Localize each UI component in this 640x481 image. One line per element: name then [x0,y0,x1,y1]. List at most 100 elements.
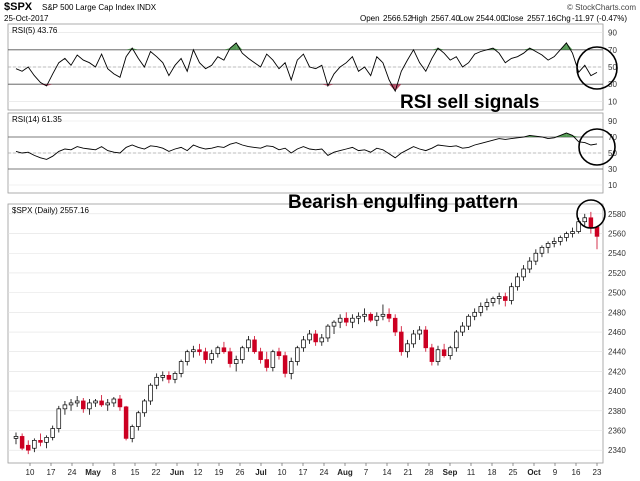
x-tick-label: 23 [593,468,602,477]
x-tick-label: 8 [112,468,117,477]
rsi14-tick-label: 90 [608,117,617,126]
candle-body [386,313,392,319]
candle-body [129,426,135,439]
candle-body [160,375,166,378]
candle-body [545,243,551,248]
candle-body [478,306,484,313]
quote-date: 25-Oct-2017 [4,14,49,23]
x-tick-label: 18 [488,468,497,477]
rsi5-overbought-area [431,48,438,50]
price-tick-label: 2340 [608,446,626,455]
candle-body [344,317,349,323]
high-label: High [411,14,427,23]
candle-body [93,400,98,404]
price-tick-label: 2560 [608,230,626,239]
candle-body [374,315,380,321]
x-tick-label: 19 [215,468,224,477]
candle-body [490,298,496,303]
candle-body [227,351,233,364]
x-tick-label: 17 [47,468,56,477]
rsi5-tick-label: 90 [608,29,617,38]
x-tick-label: 12 [194,468,203,477]
rsi14-signal-circle [578,128,616,166]
rsi14-line [15,132,598,160]
candle-body [203,351,208,360]
candle-body [551,241,557,244]
candle-body [582,217,588,223]
candle-body [44,437,49,443]
rsi5-overbought-area [223,48,231,50]
candle-body [13,436,19,439]
x-tick-label: 21 [404,468,413,477]
price-tick-label: 2580 [608,210,626,219]
stockcharts-watermark: © StockCharts.com [567,3,636,12]
price-tick-label: 2480 [608,308,626,317]
price-tick-label: 2380 [608,407,626,416]
x-tick-label: Jul [255,468,267,477]
candle-body [423,329,429,349]
price-tick-label: 2460 [608,328,626,337]
candle-body [221,347,227,353]
candle-body [380,313,386,317]
low-value: 2544.00 [476,14,505,23]
candle-body [527,260,532,270]
rsi5-oversold-area [46,84,53,86]
candle-body [301,339,306,349]
candle-body [429,347,435,362]
candle-body [117,398,123,408]
price-tick-label: 2440 [608,348,626,357]
x-tick-label: 16 [572,468,581,477]
candle-body [539,246,545,254]
candle-body [25,444,31,451]
rsi5-oversold-area [327,84,335,86]
candle-body [515,276,520,288]
candle-body [570,231,575,234]
candle-body [319,337,325,343]
candle-body [50,428,55,438]
x-tick-label: 11 [467,468,476,477]
candle-body [331,321,337,327]
candle-body [484,302,490,307]
candle-body [142,400,147,414]
candle-body [362,313,367,317]
candle-body [172,373,178,380]
price-tick-label: 2500 [608,289,626,298]
x-tick-label: 10 [26,468,35,477]
candle-body [466,315,471,327]
chg-label: Chg [556,14,571,23]
engulfing-circle [576,199,606,229]
candle-body [215,347,221,355]
x-tick-label: Sep [443,468,458,477]
high-value: 2567.40 [431,14,460,23]
rsi14-tick-label: 10 [608,181,617,190]
candle-body [435,349,441,362]
candle-body [123,406,129,439]
price-tick-label: 2400 [608,387,626,396]
close-value: 2557.16 [527,14,556,23]
candle-body [87,402,92,410]
x-tick-label: 15 [131,468,140,477]
open-value: 2566.52 [383,14,412,23]
candle-body [68,402,74,406]
x-tick-label: 22 [152,468,161,477]
x-tick-label: 24 [68,468,77,477]
x-tick-label: Aug [337,468,353,477]
index-name: S&P 500 Large Cap Index INDX [42,3,157,12]
candle-body [509,286,514,301]
price-tick-label: 2420 [608,367,626,376]
candle-body [533,252,539,262]
x-tick-label: 10 [278,468,287,477]
candle-body [295,347,300,362]
candle-body [325,325,331,339]
candle-body [32,439,37,449]
candle-body [496,296,502,299]
candle-body [252,339,257,353]
close-label: Close [503,14,524,23]
candle-body [454,331,459,349]
candle-body [288,361,294,374]
rsi5-tick-label: 50 [608,63,617,72]
rsi5-oversold-area [321,84,328,86]
symbol-label: $SPX [4,1,33,13]
candle-body [558,237,563,242]
candle-body [233,359,239,364]
